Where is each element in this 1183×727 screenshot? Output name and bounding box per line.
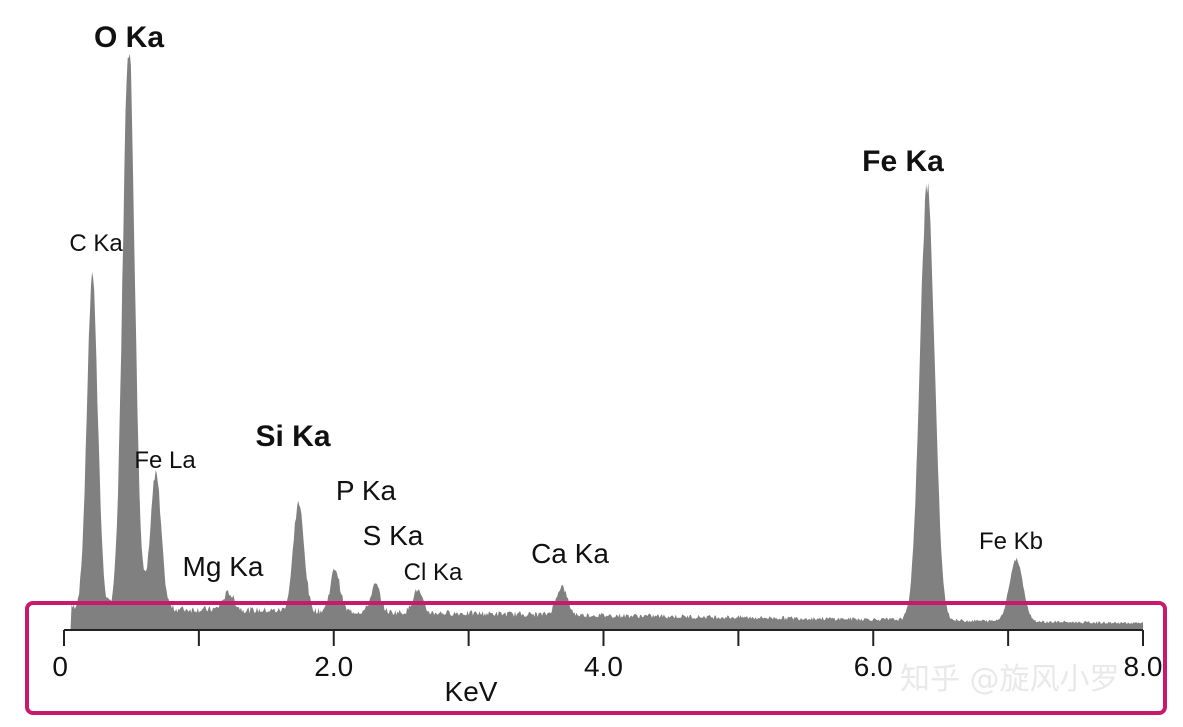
peak-label: C Ka	[69, 230, 123, 257]
peak-label: Ca Ka	[531, 538, 609, 569]
peak-label: P Ka	[336, 475, 397, 506]
peak-label: Cl Ka	[404, 559, 463, 586]
x-tick-label: 8.0	[1124, 651, 1163, 682]
x-axis-title: KeV	[445, 676, 498, 707]
x-tick-label: 6.0	[854, 651, 893, 682]
spectrum-area	[64, 53, 1143, 631]
peak-label: Si Ka	[255, 420, 330, 453]
peak-label: S Ka	[363, 520, 424, 551]
peak-label: O Ka	[94, 21, 164, 54]
highlight-box	[25, 601, 1167, 715]
peak-label: Mg Ka	[183, 551, 264, 582]
x-axis-tick-labels: 0 2.0 4.0 6.0 8.0	[52, 651, 1162, 682]
x-tick-label: 4.0	[584, 651, 623, 682]
peak-labels: C Ka O Ka Fe La Mg Ka Si KaP Ka S Ka Cl Ka Ca K…	[69, 21, 1043, 586]
x-tick-label: 2.0	[314, 651, 353, 682]
watermark-text: 知乎 @旋风小罗	[900, 662, 1120, 697]
peak-label: Fe Ka	[862, 145, 944, 178]
peak-label: Fe Kb	[979, 528, 1043, 555]
peak-label: Fe La	[134, 447, 196, 474]
x-axis-ticks	[63, 630, 1144, 646]
x-tick-label: 0	[52, 651, 68, 682]
